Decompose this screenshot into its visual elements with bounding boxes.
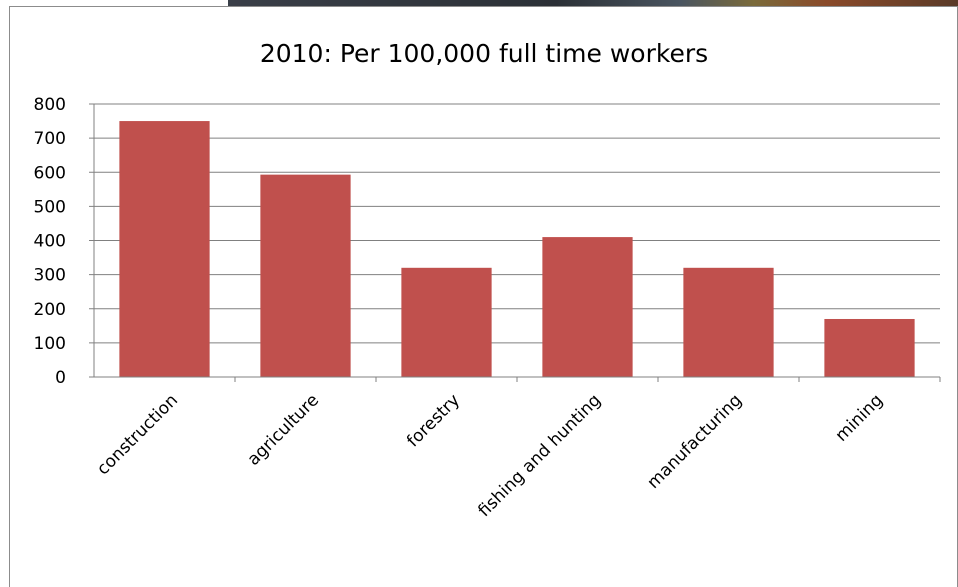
y-tick-label: 700 [34, 129, 66, 149]
x-category-label: forestry [403, 390, 464, 451]
bar [542, 237, 633, 377]
y-tick-label: 100 [34, 334, 66, 354]
x-category-label: mining [832, 390, 887, 445]
x-category-label: fishing and hunting [474, 390, 605, 521]
bar [119, 121, 210, 377]
y-tick-label: 200 [34, 300, 66, 320]
x-category-label: manufacturing [644, 390, 747, 493]
gridlines [94, 103, 940, 344]
axes [89, 103, 941, 382]
y-tick-label: 400 [34, 232, 66, 252]
bars [119, 121, 915, 377]
bar [824, 318, 915, 377]
y-tick-label: 800 [34, 95, 66, 115]
y-axis-ticks: 0 100 200 300 400 500 600 700 800 [34, 95, 66, 388]
background-image-strip [0, 0, 958, 6]
y-tick-label: 300 [34, 266, 66, 286]
background-image-fragment [228, 0, 958, 6]
bar [260, 174, 351, 377]
bar [683, 267, 774, 377]
chart-title: 2010: Per 100,000 full time workers [260, 39, 708, 68]
y-tick-label: 500 [34, 197, 66, 217]
y-tick-label: 600 [34, 163, 66, 183]
x-category-label: agriculture [244, 390, 323, 469]
x-axis-labels: construction agriculture forestry fishing a… [93, 390, 887, 521]
x-category-label: construction [93, 390, 182, 479]
bar [401, 267, 492, 377]
y-tick-label: 0 [55, 368, 66, 388]
